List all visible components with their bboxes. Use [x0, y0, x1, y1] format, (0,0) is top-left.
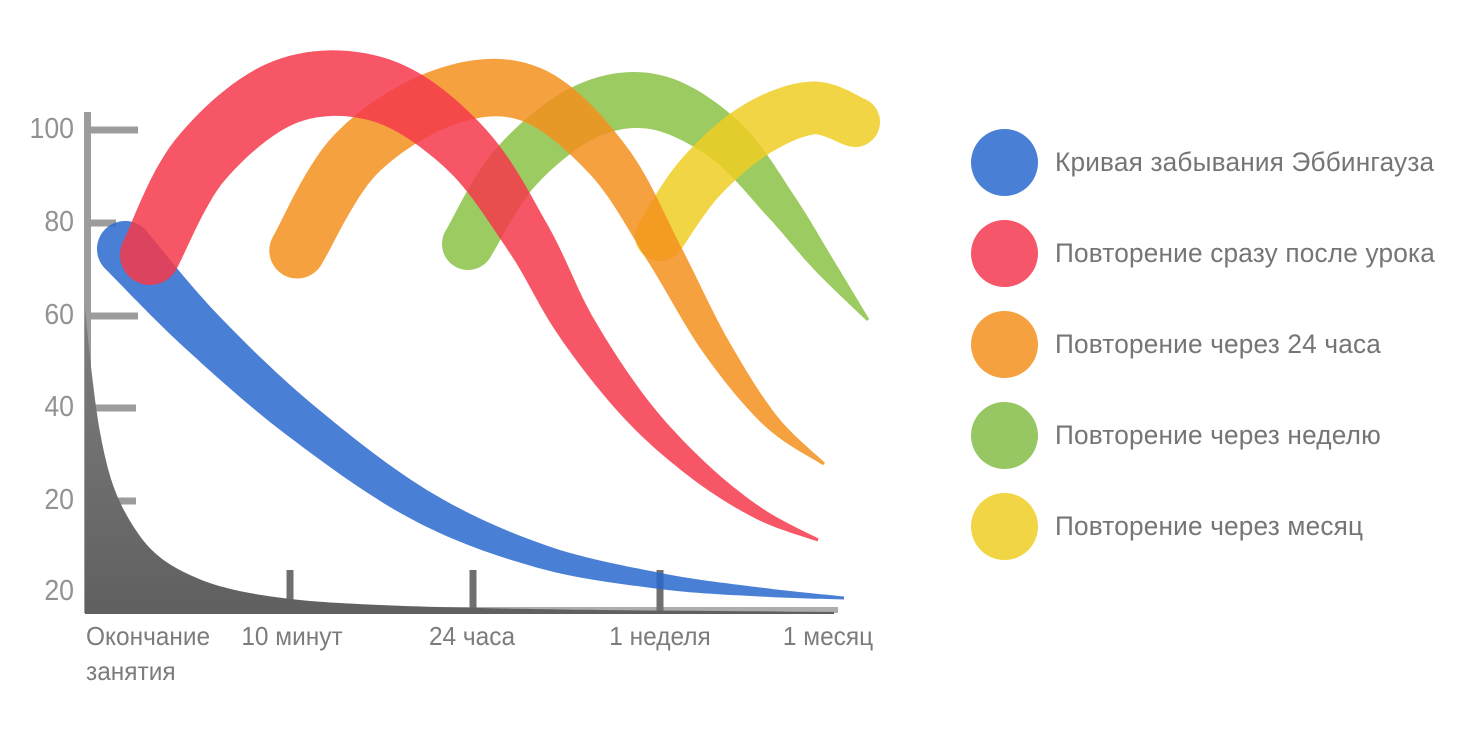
- legend-label: Повторение через 24 часа: [1055, 329, 1382, 359]
- legend-swatch-yellow: [971, 493, 1038, 560]
- y-axis-tick-label: 100: [29, 113, 74, 145]
- legend-label: Повторение через месяц: [1055, 511, 1364, 541]
- x-axis-label-1month: 1 месяц: [782, 621, 874, 651]
- y-axis-tick: [90, 312, 138, 320]
- legend-swatch-red: [971, 220, 1038, 287]
- x-axis-label-lesson-end: Окончание занятия: [86, 621, 211, 686]
- x-axis-label-24h: 24 часа: [428, 621, 516, 651]
- forgetting-decay-area: [85, 308, 834, 614]
- review-after-24h-curve: [269, 58, 825, 466]
- x-axis-tick: [656, 570, 664, 612]
- x-axis-tick: [469, 570, 477, 612]
- legend-swatch-blue: [971, 129, 1038, 196]
- x-axis-label-10min: 10 минут: [241, 621, 343, 651]
- legend-label: Повторение через неделю: [1055, 420, 1381, 450]
- legend-label: Кривая забывания Эббингауза: [1055, 147, 1435, 177]
- legend-item: Повторение через месяц: [971, 493, 1447, 560]
- y-axis-tick-label: 60: [44, 299, 74, 331]
- ebbinghaus-curve: [96, 220, 845, 600]
- y-axis-tick-label: 80: [44, 206, 74, 238]
- legend-label: Повторение сразу после урока: [1055, 238, 1436, 268]
- x-axis-label-1week: 1 неделя: [609, 621, 711, 651]
- x-axis-tick: [286, 570, 294, 612]
- legend-item: Повторение сразу после урока: [971, 220, 1447, 287]
- legend-swatch-orange: [971, 311, 1038, 378]
- legend-item: Повторение через 24 часа: [971, 311, 1447, 378]
- review-immediately-curve: [119, 50, 819, 542]
- review-after-month-curve: [634, 81, 881, 262]
- legend-item: Повторение через неделю: [971, 402, 1447, 469]
- y-axis-tick-label: 20: [44, 484, 74, 516]
- y-axis-tick: [90, 404, 136, 412]
- legend-swatch-green: [971, 402, 1038, 469]
- legend-item: Кривая забывания Эббингауза: [971, 129, 1447, 196]
- legend: Кривая забывания Эббингауза Повторение с…: [971, 129, 1447, 584]
- y-axis-tick-label: 20: [44, 575, 74, 607]
- y-axis-tick-label: 40: [44, 391, 74, 423]
- y-axis-tick: [90, 126, 138, 134]
- y-axis-tick: [90, 219, 116, 227]
